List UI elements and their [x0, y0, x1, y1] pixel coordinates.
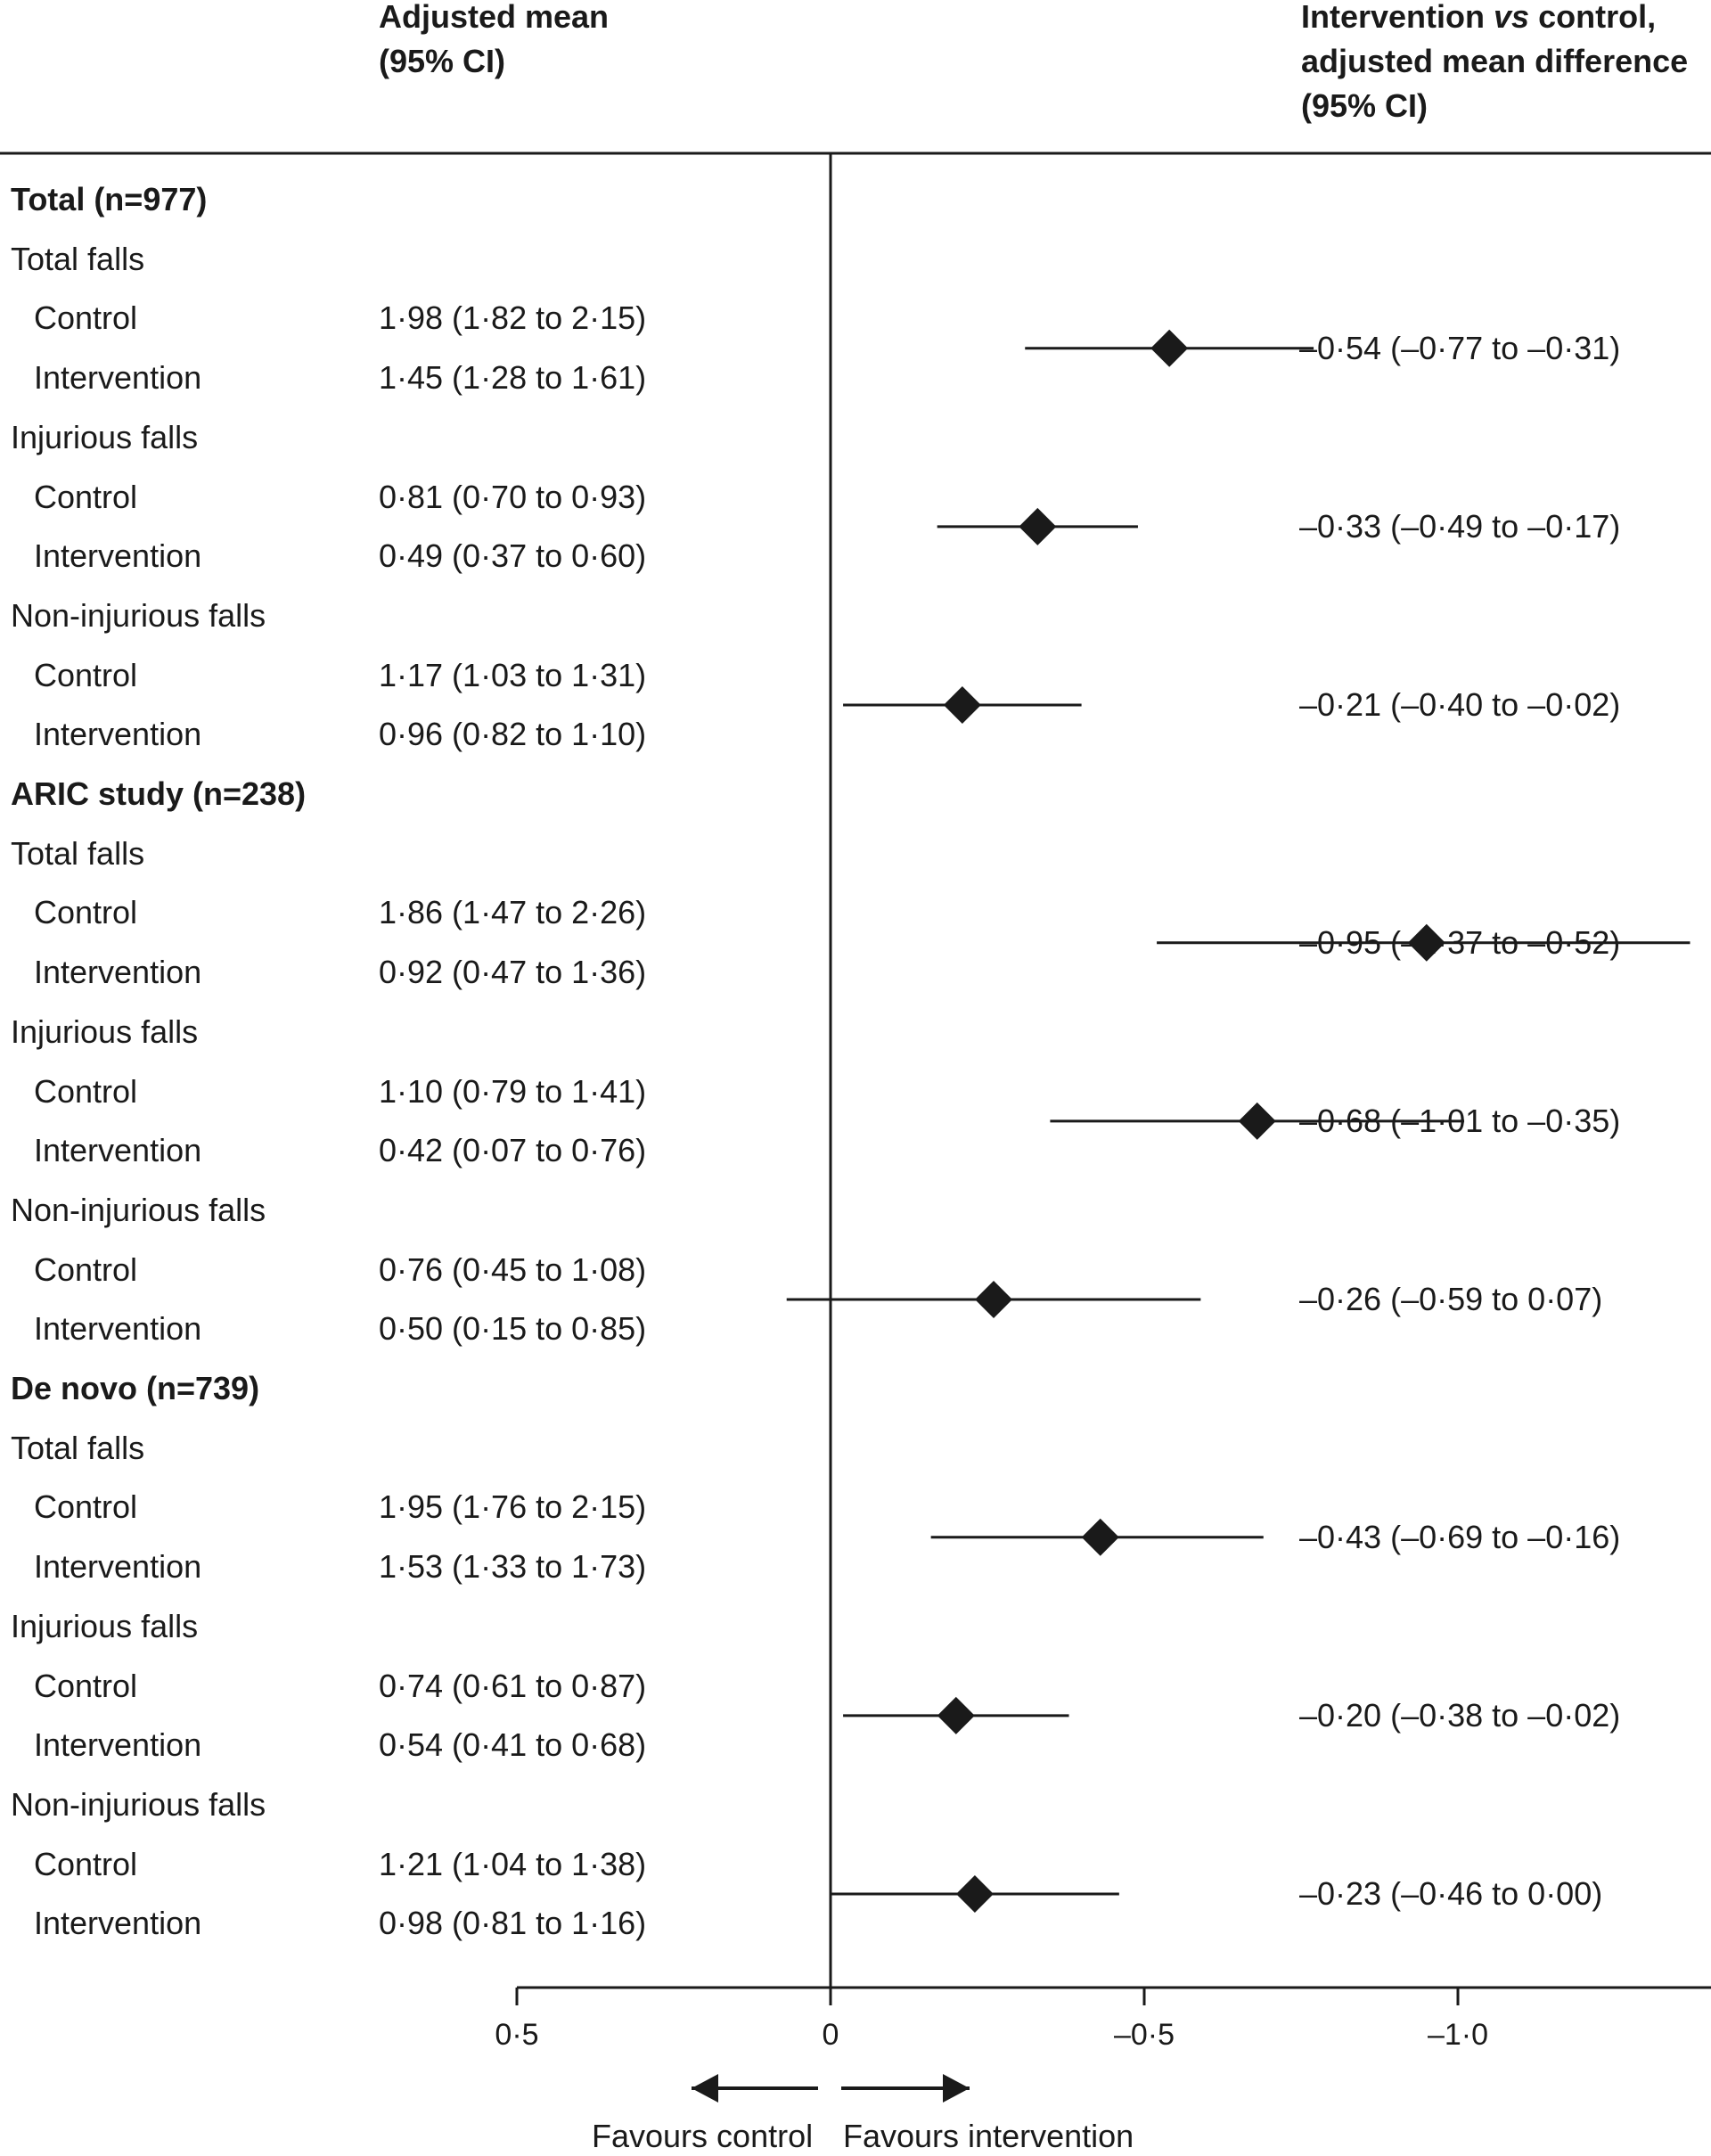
outcome-label: Injurious falls — [11, 418, 199, 455]
adjusted-mean-value: 1·45 (1·28 to 1·61) — [379, 359, 647, 397]
estimate-diamond — [955, 1874, 994, 1913]
arm-label: Control — [34, 299, 138, 337]
x-tick-label: 0·5 — [495, 2018, 538, 2052]
adjusted-mean-value: 1·95 (1·76 to 2·15) — [379, 1488, 647, 1526]
adjusted-mean-value: 1·86 (1·47 to 2·26) — [379, 894, 647, 931]
adjusted-mean-value: 0·81 (0·70 to 0·93) — [379, 478, 647, 515]
estimate-diamond — [1019, 507, 1057, 545]
arm-label: Intervention — [34, 537, 202, 575]
arm-label: Control — [34, 1250, 138, 1288]
adjusted-mean-value: 1·17 (1·03 to 1·31) — [379, 656, 647, 693]
arm-label: Control — [34, 1488, 138, 1526]
favours-control-label: Favours control — [592, 2118, 814, 2154]
adjusted-mean-value: 0·49 (0·37 to 0·60) — [379, 537, 647, 575]
estimate-diamond — [943, 685, 981, 724]
mean-header-line2: (95% CI) — [379, 43, 506, 79]
x-tick-label: 0 — [823, 2018, 839, 2052]
group-label: Total (n=977) — [11, 181, 208, 217]
mean-difference-label: –0·23 (–0·46 to 0·00) — [1299, 1874, 1603, 1912]
estimate-diamond — [1081, 1518, 1119, 1556]
outcome-label: Non-injurious falls — [11, 1785, 266, 1823]
outcome-label: Non-injurious falls — [11, 596, 266, 634]
adjusted-mean-value: 1·98 (1·82 to 2·15) — [379, 299, 647, 337]
arm-label: Control — [34, 478, 138, 515]
estimate-diamond — [1150, 329, 1189, 367]
adjusted-mean-value: 0·74 (0·61 to 0·87) — [379, 1667, 647, 1704]
x-tick-label: –0·5 — [1114, 2018, 1175, 2052]
mean-difference-label: –0·54 (–0·77 to –0·31) — [1299, 329, 1621, 366]
outcome-label: Injurious falls — [11, 1607, 199, 1644]
outcome-label: Injurious falls — [11, 1012, 199, 1050]
adjusted-mean-value: 1·10 (0·79 to 1·41) — [379, 1072, 647, 1110]
adjusted-mean-value: 0·92 (0·47 to 1·36) — [379, 954, 647, 991]
favours-intervention-arrow-head — [943, 2074, 970, 2103]
arm-label: Intervention — [34, 954, 202, 991]
outcome-label: Total falls — [11, 834, 145, 872]
outcome-label: Total falls — [11, 1429, 145, 1466]
difference-column-header: Intervention vs control, adjusted mean d… — [1301, 0, 1688, 128]
estimate-diamond — [1238, 1102, 1276, 1140]
outcome-label: Non-injurious falls — [11, 1191, 266, 1228]
adjusted-mean-value: 0·96 (0·82 to 1·10) — [379, 716, 647, 753]
arm-label: Intervention — [34, 716, 202, 753]
favours-intervention-label: Favours intervention — [843, 2118, 1134, 2154]
adjusted-mean-value: 0·50 (0·15 to 0·85) — [379, 1310, 647, 1348]
adjusted-mean-value: 0·98 (0·81 to 1·16) — [379, 1905, 647, 1942]
adjusted-mean-value: 1·53 (1·33 to 1·73) — [379, 1548, 647, 1586]
arm-label: Intervention — [34, 1548, 202, 1586]
outcome-label: Total falls — [11, 240, 145, 277]
difference-header-line3: (95% CI) — [1301, 87, 1429, 124]
mean-difference-label: –0·33 (–0·49 to –0·17) — [1299, 507, 1621, 545]
adjusted-mean-value: 0·42 (0·07 to 0·76) — [379, 1132, 647, 1169]
adjusted-mean-value: 0·76 (0·45 to 1·08) — [379, 1250, 647, 1288]
arm-label: Control — [34, 894, 138, 931]
adjusted-mean-value: 1·21 (1·04 to 1·38) — [379, 1845, 647, 1882]
arm-label: Intervention — [34, 359, 202, 397]
arm-label: Intervention — [34, 1905, 202, 1942]
mean-difference-label: –0·26 (–0·59 to 0·07) — [1299, 1280, 1603, 1317]
mean-difference-label: –0·43 (–0·69 to –0·16) — [1299, 1518, 1621, 1555]
arm-label: Intervention — [34, 1310, 202, 1348]
mean-header-line1: Adjusted mean — [379, 0, 610, 35]
mean-column-header: Adjusted mean (95% CI) — [379, 0, 609, 84]
arm-label: Intervention — [34, 1132, 202, 1169]
mean-difference-label: –0·20 (–0·38 to –0·02) — [1299, 1696, 1621, 1734]
estimate-diamond — [975, 1280, 1013, 1318]
x-tick-label: –1·0 — [1428, 2018, 1488, 2052]
estimate-diamond — [937, 1696, 975, 1734]
favours-control-arrow-head — [692, 2074, 718, 2103]
arm-label: Intervention — [34, 1726, 202, 1764]
arm-label: Control — [34, 1845, 138, 1882]
arm-label: Control — [34, 1667, 138, 1704]
arm-label: Control — [34, 656, 138, 693]
group-label: De novo (n=739) — [11, 1370, 260, 1406]
adjusted-mean-value: 0·54 (0·41 to 0·68) — [379, 1726, 647, 1764]
mean-difference-label: –0·21 (–0·40 to –0·02) — [1299, 685, 1621, 723]
difference-header-line1: Intervention vs control, — [1301, 0, 1657, 35]
difference-header-line2: adjusted mean difference — [1301, 43, 1689, 79]
estimate-diamond — [1407, 923, 1445, 962]
group-label: ARIC study (n=238) — [11, 775, 307, 812]
arm-label: Control — [34, 1072, 138, 1110]
